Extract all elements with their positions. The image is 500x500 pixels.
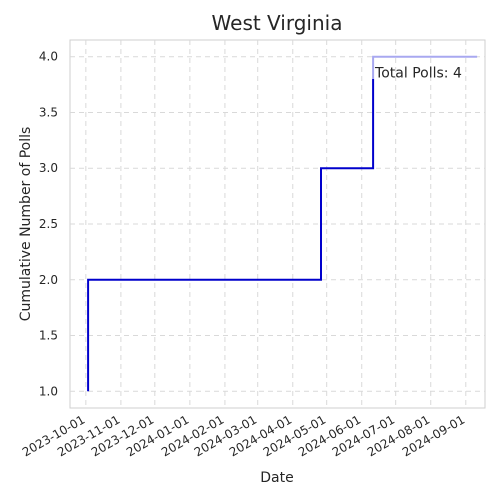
y-tick-label: 1.0 [39,384,58,398]
grid [70,40,485,408]
chart-title: West Virginia [212,11,343,35]
y-tick-label: 2.5 [39,217,58,231]
y-tick-label: 3.5 [39,105,58,119]
y-axis-title: Cumulative Number of Polls [18,127,34,322]
total-polls-annotation: Total Polls: 4 [374,65,462,81]
x-axis-title: Date [260,470,293,486]
series-line-0 [87,79,375,392]
y-tick-label: 1.5 [39,329,58,343]
y-tick-label: 3.0 [39,161,58,175]
x-axis-ticks: 2023-10-012023-11-012023-12-012024-01-01… [20,412,467,459]
series-layer [87,55,478,392]
y-axis-ticks: 1.0 1.5 2.0 2.5 3.0 3.5 4.0 [39,50,58,399]
y-tick-label: 4.0 [39,50,58,64]
y-tick-label: 2.0 [39,273,58,287]
series-line-1 [372,55,478,79]
